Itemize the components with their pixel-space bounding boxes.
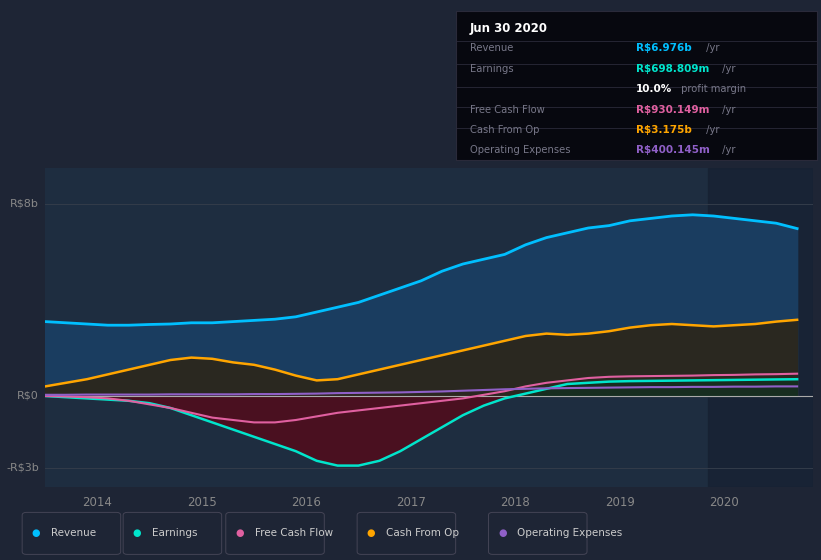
- Text: ●: ●: [236, 529, 244, 538]
- Text: /yr: /yr: [719, 64, 736, 74]
- Bar: [709, 168, 813, 487]
- Text: R$0: R$0: [17, 391, 39, 401]
- Text: ●: ●: [498, 529, 507, 538]
- Text: profit margin: profit margin: [678, 85, 746, 94]
- Text: Earnings: Earnings: [470, 64, 514, 74]
- Text: Revenue: Revenue: [51, 529, 96, 538]
- Text: /yr: /yr: [703, 44, 719, 54]
- Text: Revenue: Revenue: [470, 44, 513, 54]
- Text: R$698.809m: R$698.809m: [636, 64, 709, 74]
- Text: R$3.175b: R$3.175b: [636, 125, 692, 135]
- Text: /yr: /yr: [719, 105, 736, 115]
- Text: Earnings: Earnings: [152, 529, 197, 538]
- Text: Free Cash Flow: Free Cash Flow: [470, 105, 545, 115]
- Text: Free Cash Flow: Free Cash Flow: [255, 529, 333, 538]
- Text: Operating Expenses: Operating Expenses: [517, 529, 622, 538]
- Text: R$930.149m: R$930.149m: [636, 105, 710, 115]
- Text: Operating Expenses: Operating Expenses: [470, 145, 571, 155]
- Text: ●: ●: [133, 529, 141, 538]
- Text: 10.0%: 10.0%: [636, 85, 672, 94]
- Text: ●: ●: [32, 529, 40, 538]
- Text: /yr: /yr: [703, 125, 719, 135]
- Text: R$400.145m: R$400.145m: [636, 145, 710, 155]
- Text: R$8b: R$8b: [10, 199, 39, 209]
- Text: /yr: /yr: [719, 145, 736, 155]
- Text: Cash From Op: Cash From Op: [386, 529, 459, 538]
- Text: R$6.976b: R$6.976b: [636, 44, 692, 54]
- Text: -R$3b: -R$3b: [7, 463, 39, 473]
- Text: Jun 30 2020: Jun 30 2020: [470, 22, 548, 35]
- Text: ●: ●: [367, 529, 375, 538]
- Text: Cash From Op: Cash From Op: [470, 125, 539, 135]
